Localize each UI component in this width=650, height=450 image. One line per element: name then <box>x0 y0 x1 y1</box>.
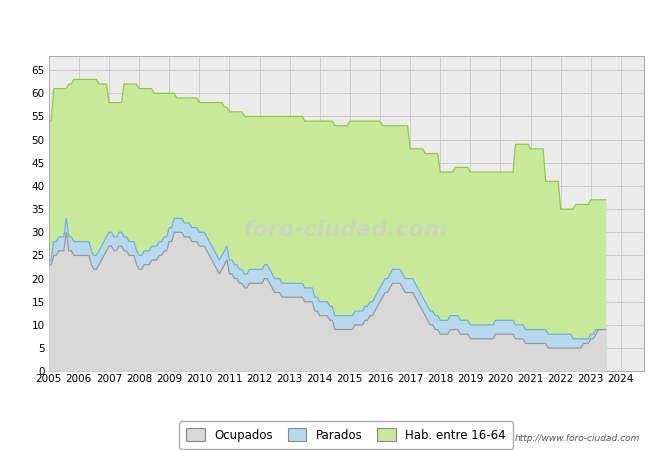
Text: foro-ciudad.com: foro-ciudad.com <box>244 220 448 239</box>
Text: http://www.foro-ciudad.com: http://www.foro-ciudad.com <box>515 434 640 443</box>
Legend: Ocupados, Parados, Hab. entre 16-64: Ocupados, Parados, Hab. entre 16-64 <box>179 421 513 449</box>
Text: Beranuy - Evolucion de la poblacion en edad de Trabajar Septiembre de 2024: Beranuy - Evolucion de la poblacion en e… <box>66 17 584 30</box>
